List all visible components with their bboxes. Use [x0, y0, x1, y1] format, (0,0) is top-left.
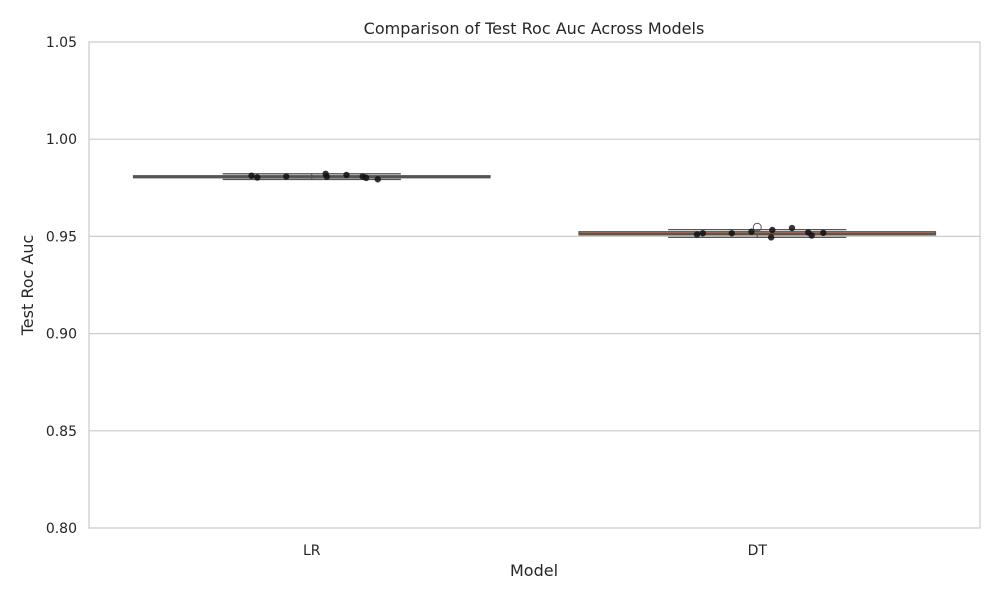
x-tick-label: DT — [748, 543, 768, 559]
x-axis-label: Model — [510, 561, 558, 580]
data-point — [362, 174, 370, 182]
data-point — [748, 228, 755, 235]
x-tick-label: LR — [303, 543, 321, 559]
y-tick-label: 0.95 — [46, 229, 77, 245]
data-point — [693, 231, 701, 238]
y-tick-label: 0.85 — [46, 424, 77, 440]
y-ticks: 0.80 0.85 0.90 0.95 1.00 1.05 — [46, 35, 77, 537]
data-point — [820, 229, 827, 237]
data-point — [374, 176, 381, 183]
y-tick-label: 1.05 — [46, 35, 77, 51]
box-lr — [132, 170, 491, 183]
data-point — [728, 230, 735, 237]
data-point — [769, 226, 776, 234]
data-point — [808, 232, 815, 239]
data-point — [283, 173, 290, 180]
y-tick-label: 0.90 — [46, 327, 77, 343]
boxes — [132, 170, 937, 241]
data-point — [788, 224, 796, 232]
outlier-point — [752, 222, 762, 232]
chart-title: Comparison of Test Roc Auc Across Models — [364, 19, 705, 38]
y-axis-label: Test Roc Auc — [18, 235, 37, 337]
data-point — [343, 171, 350, 179]
plot-frame — [88, 41, 981, 529]
y-tick-label: 1.00 — [46, 132, 77, 148]
x-ticks: LR DT — [303, 543, 767, 559]
box-dt — [578, 222, 937, 241]
data-point — [699, 230, 707, 237]
data-point — [767, 234, 775, 241]
y-grid — [89, 138, 980, 432]
data-point — [254, 174, 261, 181]
y-tick-label: 0.80 — [46, 521, 77, 537]
data-point — [248, 172, 255, 179]
data-point — [322, 170, 329, 178]
